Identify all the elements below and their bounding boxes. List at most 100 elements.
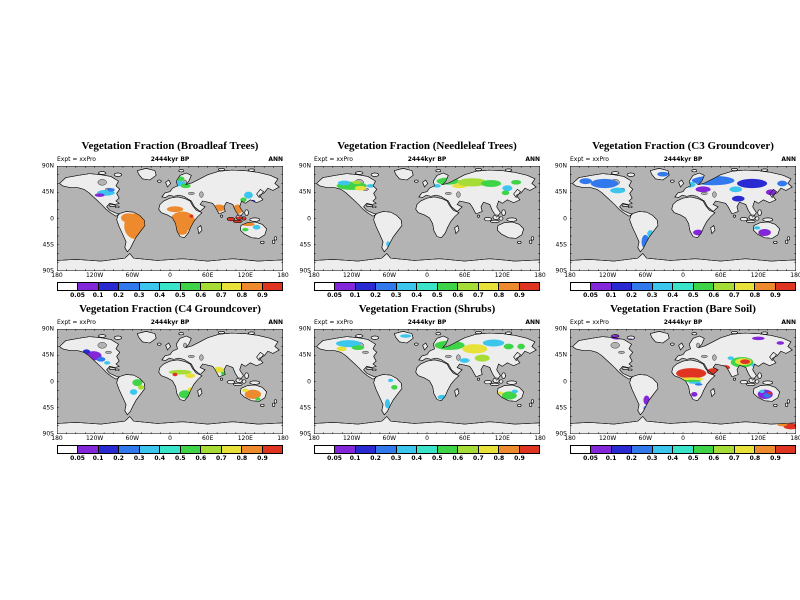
colorbar-segment [242,283,263,290]
colorbar-segment [262,446,282,453]
colorbar-segment [376,283,397,290]
x-axis-tick-label: 180 [308,435,320,442]
colorbar-tick-label: 0.3 [133,292,145,299]
colorbar-segment [519,446,539,453]
x-axis-tick-label: 0 [425,435,429,442]
colorbar-segment [611,446,633,453]
colorbar-tick-label: 0.2 [113,292,124,299]
colorbar-tick-label: 0.1 [349,292,361,299]
colorbar-tick-label: 0.7 [473,455,484,462]
colorbar-segment [335,283,356,290]
colorbar [570,445,796,454]
coastlines [570,331,796,434]
subtitle-row: Expt = xxPro 2444kyr BP ANN [570,156,796,164]
x-axis-tick-label: 180 [51,435,63,442]
colorbar-segment [519,283,539,290]
colorbar [57,282,283,291]
x-axis-tick-label: 60W [382,272,397,279]
x-axis-tick-label: 0 [168,435,172,442]
x-axis-tick-label: 120E [494,272,510,279]
colorbar-tick-label: 0.8 [749,455,761,462]
lakes [610,342,717,361]
colorbar-segment [755,446,776,453]
colorbar-tick-label: 0.4 [667,455,679,462]
colorbar-segment [755,283,776,290]
colorbar-labels: 0.05 0.1 0.2 0.3 0.4 0.5 0.6 0.7 0.8 0.9 [57,292,283,300]
x-axis-tick-label: 120W [598,435,617,442]
x-axis-tick-label: 120W [342,435,361,442]
colorbar-segment [417,446,438,453]
colorbar-segment [58,283,79,290]
panel-title: Vegetation Fraction (C3 Groundcover) [592,140,774,152]
x-axis-tick-label: 180 [277,272,289,279]
x-axis-tick-label: 180 [308,272,320,279]
y-axis-tick-label: 90N [298,162,311,170]
colorbar-segment [673,283,694,290]
colorbar-tick-label: 0.7 [216,292,227,299]
x-axis-tick-label: 120W [85,435,104,442]
y-axis-tick-label: 90S [555,267,567,275]
colorbar-tick-label: 0.5 [174,292,186,299]
y-axis-tick-label: 90N [554,325,567,333]
x-axis: 180 120W 60W 0 60E 120E 180 [51,435,288,443]
y-axis-tick-label: 45N [554,351,567,359]
experiment-label: Expt = xxPro [314,156,353,163]
colorbar-tick-label: 0.2 [626,455,637,462]
world-map [57,166,283,271]
x-axis-tick-label: 60W [638,272,653,279]
colorbar-segment [734,283,756,290]
colorbar-segment [315,446,336,453]
colorbar-tick-label: 0.5 [687,292,699,299]
colorbar-tick-label: 0.05 [70,292,85,299]
colorbar-tick-label: 0.3 [133,455,145,462]
colorbar-segment [775,283,795,290]
panel-c3-groundcover: Vegetation Fraction (C3 Groundcover) Expt… [554,138,800,300]
colorbar-tick-label: 0.4 [154,292,166,299]
colorbar-labels: 0.05 0.1 0.2 0.3 0.4 0.5 0.6 0.7 0.8 0.9 [570,292,796,300]
colorbar-segment [396,283,418,290]
colorbar-segment [571,283,592,290]
subtitle-row: Expt = xxPro 2444kyr BP ANN [57,156,283,164]
y-axis-tick-label: 90S [299,267,311,275]
colorbar-segment [98,283,120,290]
x-axis-tick-label: 60W [125,272,140,279]
y-axis-tick-label: 0 [563,378,567,385]
colorbar-segment [58,446,79,453]
x-axis-tick-label: 60W [638,435,653,442]
colorbar-segment [180,446,202,453]
x-axis-tick-label: 60E [714,435,727,442]
colorbar-segment [673,446,694,453]
colorbar-tick-label: 0.5 [174,455,186,462]
y-axis-tick-label: 90N [554,162,567,170]
colorbar-tick-label: 0.05 [70,455,85,462]
x-axis-tick-label: 120E [750,272,766,279]
x-axis: 180 120W 60W 0 60E 120E 180 [308,272,545,280]
colorbar-tick-label: 0.9 [514,292,525,299]
colorbar-tick-label: 0.2 [626,292,637,299]
colorbar-tick-label: 0.9 [257,455,268,462]
date-label: 2444kyr BP [663,156,703,163]
colorbar-segment [160,446,181,453]
colorbar-segment [417,283,438,290]
colorbar-tick-label: 0.3 [646,455,658,462]
season-label: ANN [781,156,796,163]
y-axis-tick-label: 45N [41,188,54,196]
date-label: 2444kyr BP [150,156,190,163]
colorbar [314,445,540,454]
date-label: 2444kyr BP [150,319,190,326]
colorbar-segment [119,283,140,290]
y-axis-tick-label: 0 [50,215,54,222]
subtitle-row: Expt = xxPro 2444kyr BP ANN [570,319,796,327]
y-axis-tick-label: 90S [555,430,567,438]
x-axis-tick-label: 180 [51,272,63,279]
panel-shrubs: Vegetation Fraction (Shrubs) Expt = xxPro… [298,301,546,463]
world-map [570,329,796,434]
y-axis-tick-label: 90N [41,162,54,170]
colorbar-tick-label: 0.9 [770,292,781,299]
season-label: ANN [268,156,283,163]
colorbar-tick-label: 0.6 [452,455,464,462]
vegetation-data-layer [336,177,522,248]
colorbar-tick-label: 0.05 [583,455,598,462]
world-map [570,166,796,271]
